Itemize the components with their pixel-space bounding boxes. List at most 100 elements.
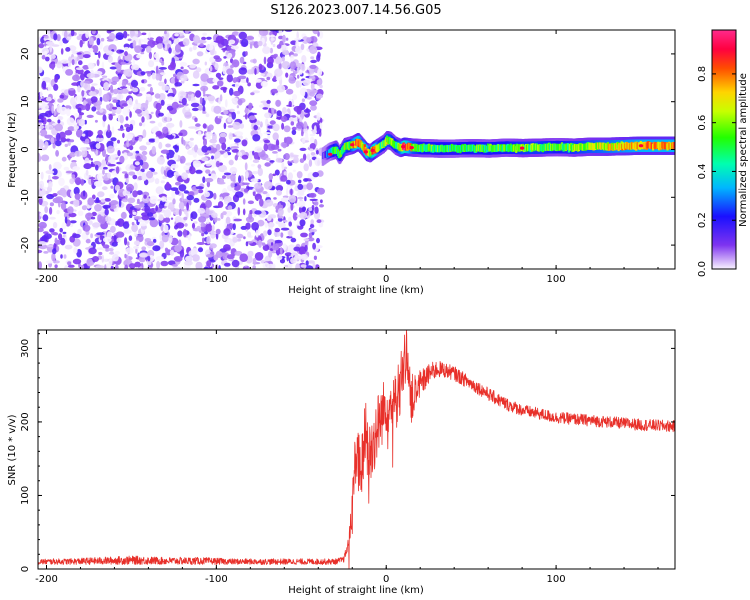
- noise-point: [320, 199, 323, 204]
- noise-point: [110, 266, 114, 269]
- noise-point: [248, 212, 253, 220]
- noise-point: [305, 265, 314, 269]
- noise-point: [203, 138, 207, 147]
- noise-point: [159, 240, 165, 249]
- noise-point: [144, 238, 152, 242]
- noise-point: [205, 169, 211, 174]
- noise-point: [139, 223, 147, 227]
- noise-point: [46, 118, 52, 123]
- noise-point: [295, 62, 302, 68]
- noise-point: [186, 146, 189, 150]
- noise-point: [124, 253, 127, 259]
- noise-point: [179, 155, 186, 164]
- noise-point: [38, 140, 44, 148]
- noise-point: [142, 129, 147, 138]
- noise-point: [49, 202, 55, 207]
- noise-point: [312, 30, 319, 35]
- noise-point: [145, 71, 153, 74]
- noise-point: [44, 141, 49, 149]
- noise-point: [277, 217, 283, 222]
- noise-point: [128, 97, 133, 106]
- noise-point: [205, 223, 213, 232]
- noise-point: [202, 87, 206, 96]
- noise-point: [271, 186, 275, 191]
- noise-point: [310, 152, 316, 156]
- noise-point: [44, 206, 49, 214]
- noise-point: [38, 120, 45, 123]
- noise-point: [202, 176, 206, 183]
- noise-point: [211, 212, 218, 219]
- noise-point: [107, 55, 113, 63]
- noise-point: [158, 214, 164, 221]
- noise-point: [68, 62, 72, 68]
- noise-point: [90, 216, 96, 220]
- noise-point: [39, 212, 43, 217]
- noise-point: [263, 139, 271, 144]
- noise-point: [234, 131, 244, 137]
- noise-point: [160, 260, 169, 267]
- noise-point: [295, 46, 303, 54]
- noise-point: [317, 68, 323, 77]
- noise-point: [87, 197, 95, 206]
- noise-point: [118, 198, 122, 208]
- noise-point: [173, 36, 180, 46]
- noise-point: [184, 208, 187, 215]
- noise-point: [80, 73, 85, 81]
- noise-point: [125, 133, 134, 140]
- noise-point: [72, 166, 81, 171]
- noise-point: [217, 80, 224, 87]
- noise-point: [264, 199, 274, 207]
- noise-point: [160, 180, 165, 184]
- noise-point: [65, 170, 74, 174]
- noise-point: [202, 32, 208, 36]
- noise-point: [231, 259, 240, 268]
- noise-point: [63, 30, 68, 39]
- noise-point: [138, 136, 143, 142]
- noise-point: [243, 188, 249, 193]
- noise-point: [136, 54, 142, 59]
- noise-point: [187, 191, 195, 196]
- noise-point: [285, 72, 289, 78]
- noise-point: [214, 151, 221, 159]
- noise-point: [252, 134, 261, 142]
- noise-point: [275, 56, 283, 64]
- noise-point: [228, 113, 232, 118]
- noise-point: [191, 254, 200, 262]
- noise-point: [283, 125, 291, 133]
- noise-point: [161, 85, 170, 91]
- noise-point: [252, 257, 257, 266]
- noise-point: [122, 132, 125, 139]
- noise-point: [69, 178, 75, 185]
- noise-point: [282, 107, 287, 115]
- noise-point: [38, 197, 43, 206]
- noise-point: [222, 87, 227, 93]
- noise-point: [104, 198, 111, 202]
- noise-point: [272, 173, 277, 177]
- noise-point: [205, 44, 214, 51]
- noise-point: [126, 33, 130, 37]
- noise-point: [267, 133, 271, 140]
- noise-point: [186, 202, 190, 211]
- noise-point: [181, 192, 184, 202]
- noise-point: [42, 214, 49, 222]
- noise-point: [54, 75, 58, 83]
- noise-point: [85, 169, 89, 176]
- noise-point: [134, 204, 142, 209]
- noise-point: [181, 77, 184, 82]
- noise-point: [195, 261, 203, 269]
- noise-point: [236, 105, 240, 109]
- noise-point: [190, 211, 198, 220]
- noise-point: [122, 221, 130, 229]
- noise-point: [252, 171, 259, 175]
- noise-point: [158, 67, 167, 70]
- noise-point: [150, 168, 155, 172]
- noise-point: [64, 143, 69, 148]
- noise-point: [111, 126, 115, 135]
- noise-point: [178, 184, 187, 192]
- spectrogram-x-axis-label: Height of straight line (km): [288, 285, 424, 296]
- noise-point: [149, 120, 156, 124]
- noise-point: [188, 141, 195, 147]
- noise-point: [189, 166, 193, 172]
- noise-point: [170, 217, 174, 220]
- noise-point: [145, 93, 151, 97]
